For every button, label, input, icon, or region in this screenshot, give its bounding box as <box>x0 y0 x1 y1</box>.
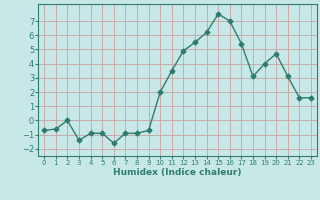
X-axis label: Humidex (Indice chaleur): Humidex (Indice chaleur) <box>113 168 242 177</box>
